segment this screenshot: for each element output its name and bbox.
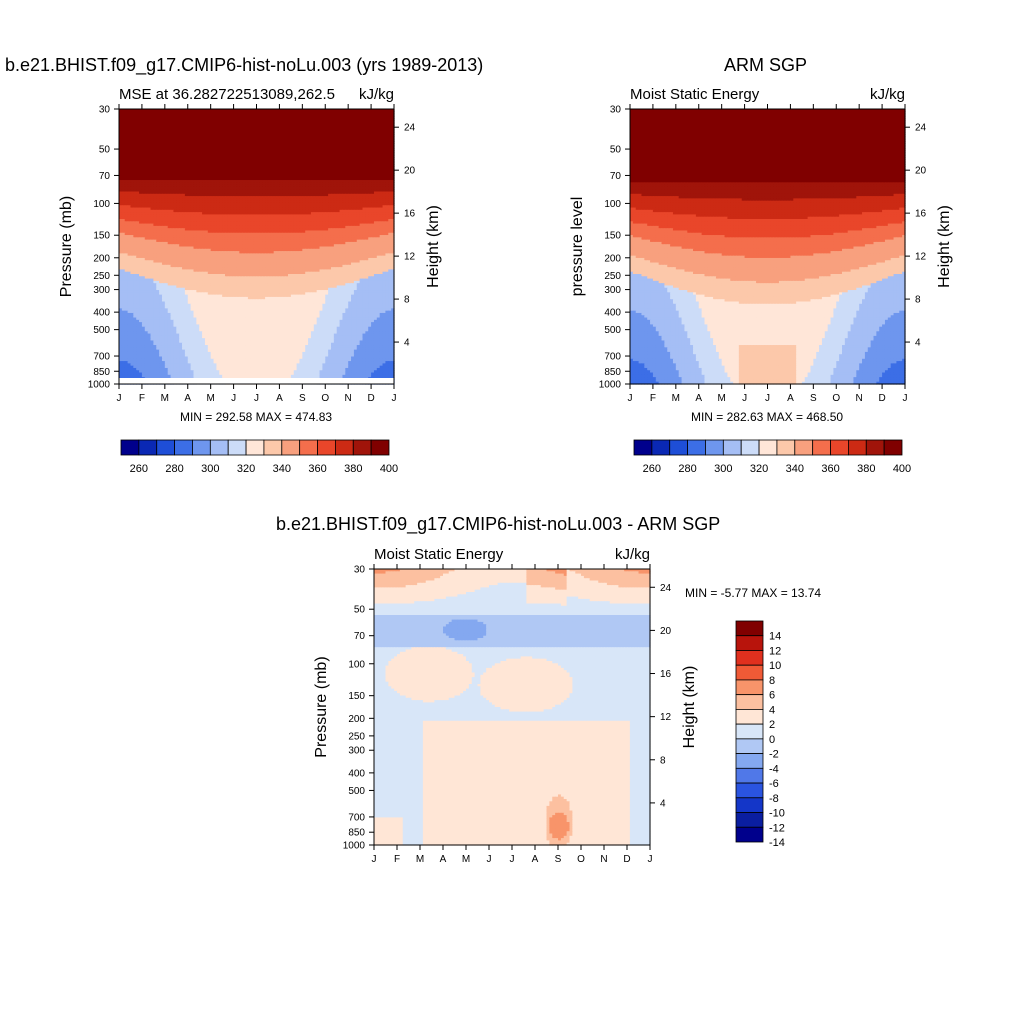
p1-contour-field — [119, 109, 395, 385]
